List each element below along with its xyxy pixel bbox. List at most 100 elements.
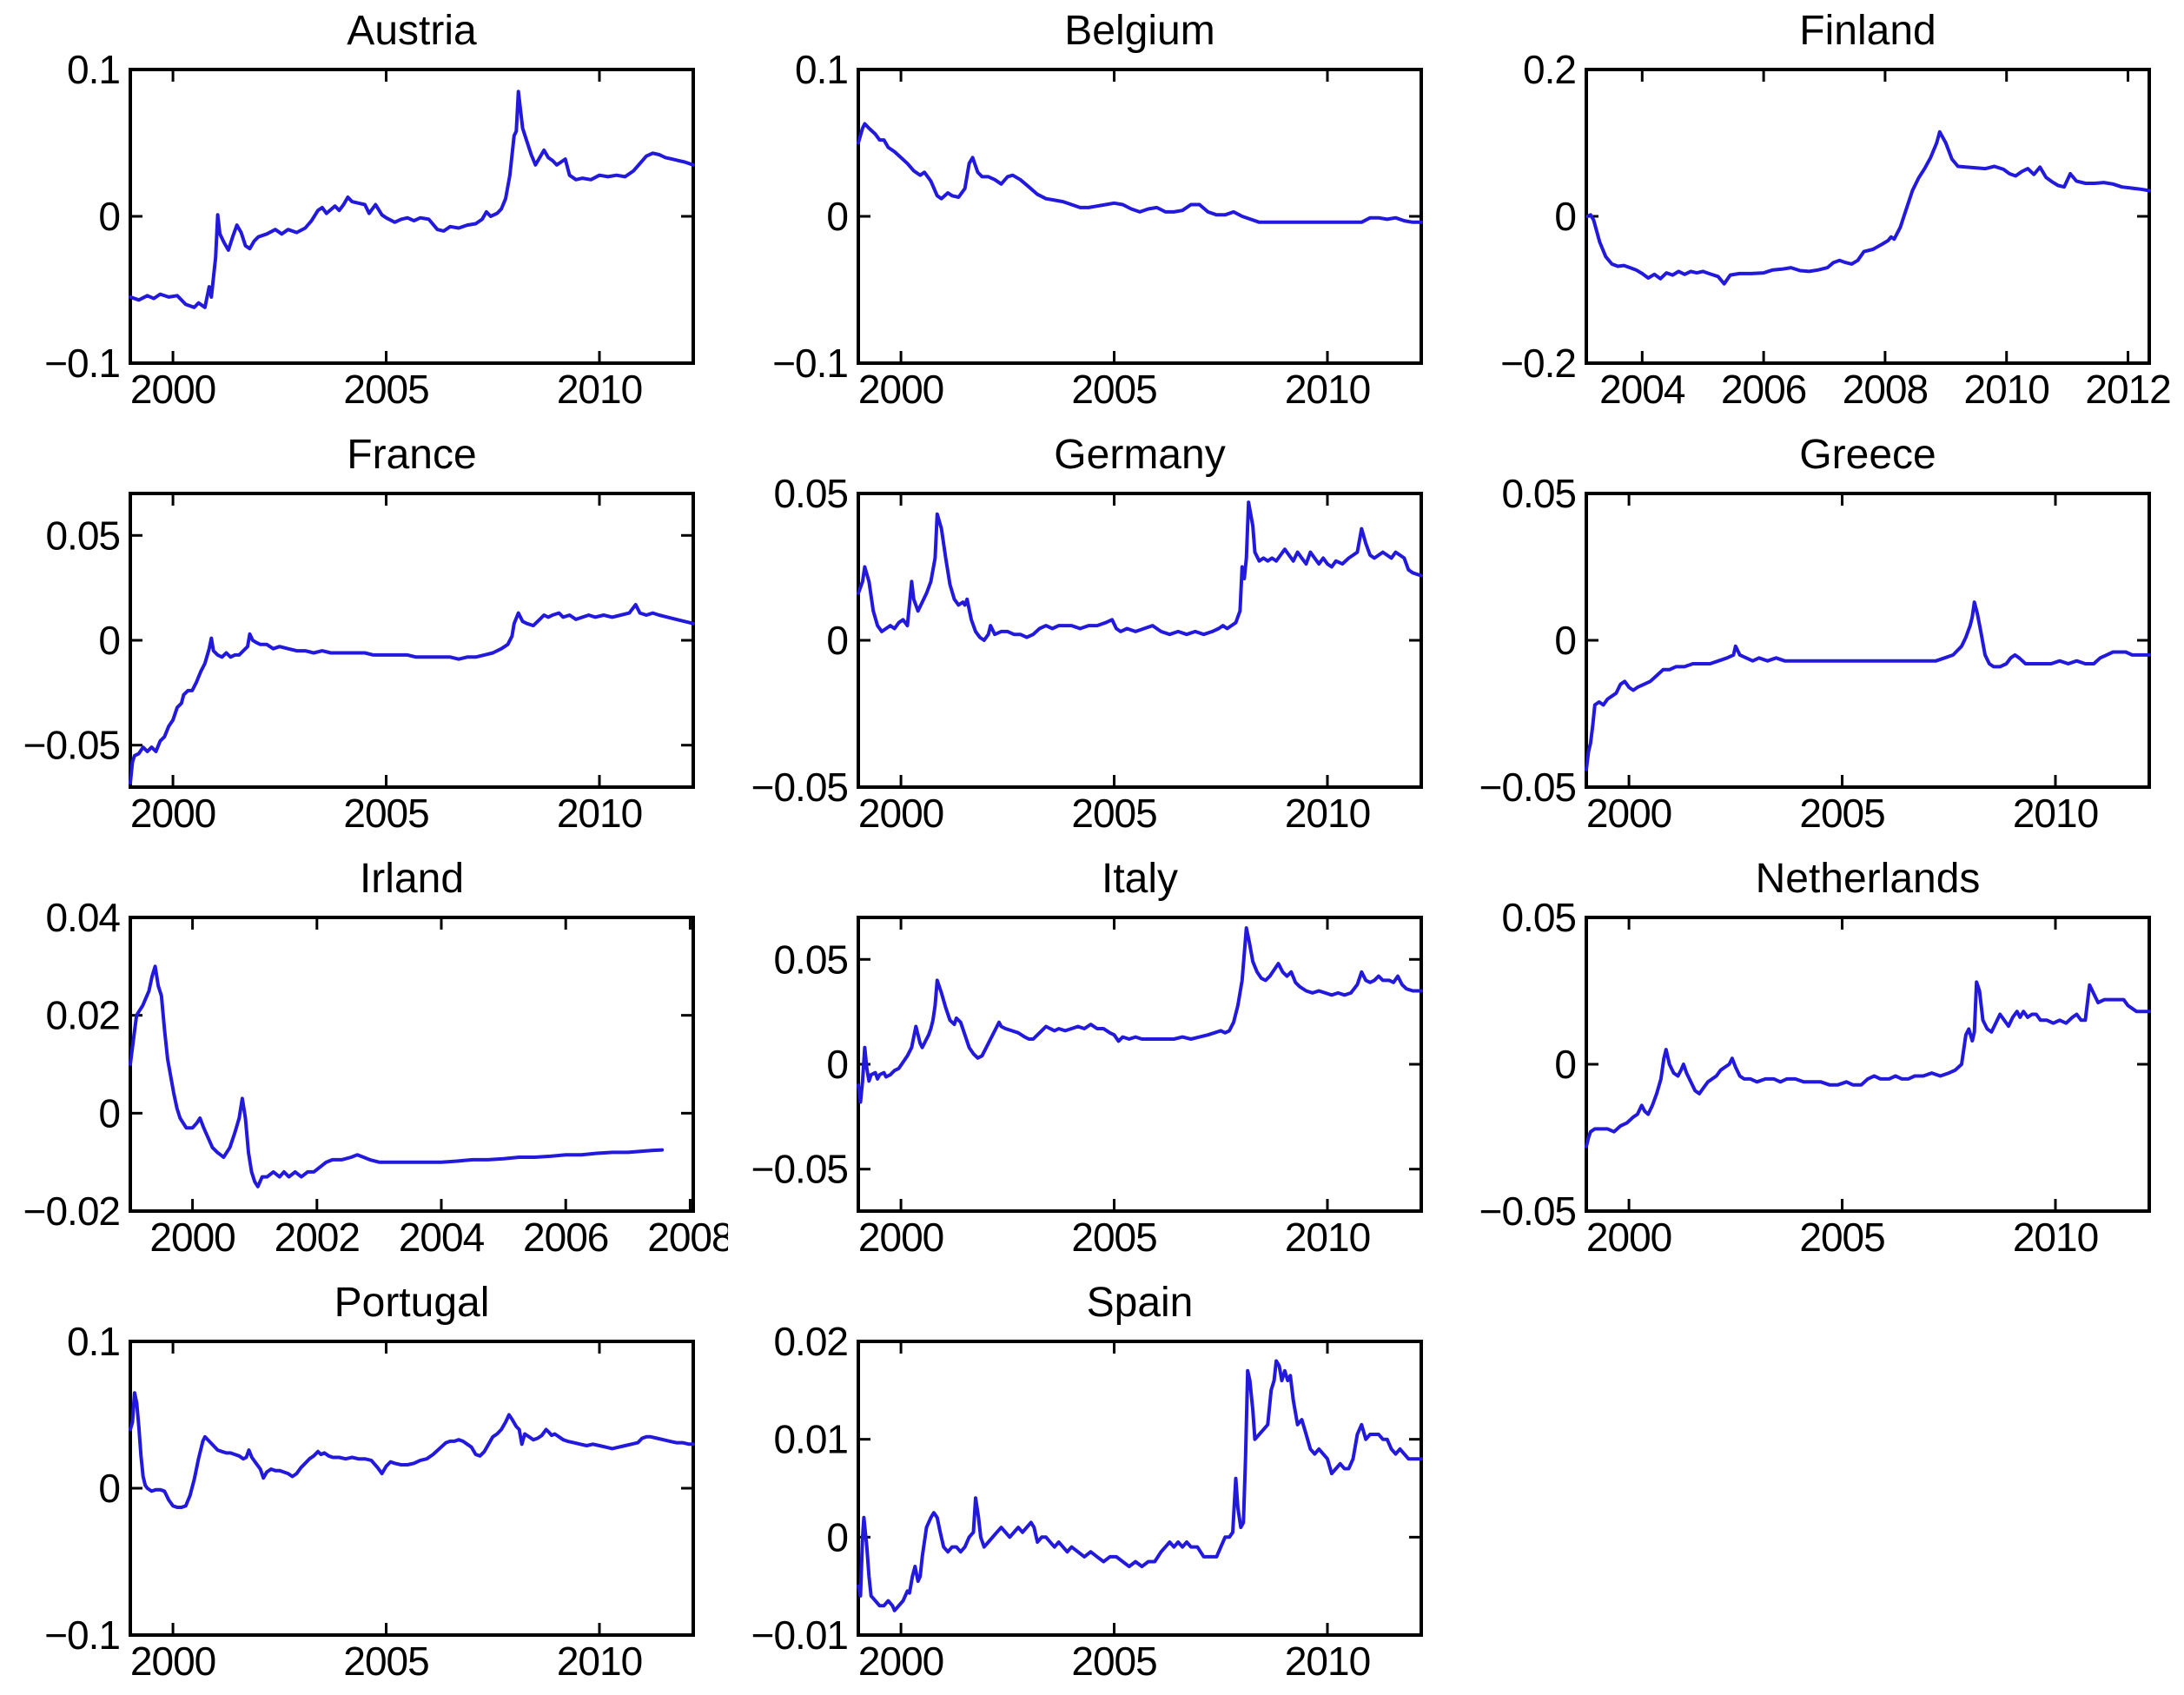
chart-title-belgium: Belgium <box>1064 8 1215 54</box>
svg-text:0.1: 0.1 <box>67 47 120 92</box>
svg-text:0.2: 0.2 <box>1523 47 1576 92</box>
subplot-finland: Finland 2004 2006 2008 2010 2012 0.2 0 −0.2 <box>1456 0 2184 423</box>
chart-title-greece: Greece <box>1799 432 1936 478</box>
line-chart-france: 2000 2005 2010 0.05 0 −0.05 <box>23 492 695 836</box>
svg-text:0: 0 <box>1554 1042 1576 1087</box>
svg-text:2002: 2002 <box>275 1215 360 1260</box>
line-chart-portugal: 2000 2005 2010 0.1 0 −0.1 <box>44 1319 695 1684</box>
svg-text:0: 0 <box>826 194 848 239</box>
line-chart-italy: 2000 2005 2010 0.05 0 −0.05 <box>751 916 1423 1260</box>
svg-text:2010: 2010 <box>557 1639 642 1684</box>
svg-text:2008: 2008 <box>647 1215 728 1260</box>
svg-text:2010: 2010 <box>1285 1215 1370 1260</box>
svg-text:0.02: 0.02 <box>45 993 120 1038</box>
svg-text:0: 0 <box>98 618 120 663</box>
subplot-belgium: Belgium 2000 2005 2010 0.1 0 −0.1 <box>728 0 1456 423</box>
svg-text:2010: 2010 <box>1964 367 2049 412</box>
svg-text:2005: 2005 <box>1071 1639 1156 1684</box>
chart-title-france: France <box>347 432 477 478</box>
subplot-spain: Spain 2000 2005 2010 0.02 0.01 0 −0.01 <box>728 1272 1456 1695</box>
line-chart-greece: 2000 2005 2010 0.05 0 −0.05 <box>1479 471 2151 836</box>
svg-text:0.02: 0.02 <box>773 1319 848 1364</box>
svg-text:0.01: 0.01 <box>773 1417 848 1462</box>
svg-text:2012: 2012 <box>2085 367 2170 412</box>
subplot-austria: Austria 2000 2005 2010 0.1 0 −0.1 <box>0 0 728 423</box>
svg-text:2010: 2010 <box>1285 1639 1370 1684</box>
svg-text:0.1: 0.1 <box>67 1319 120 1364</box>
svg-text:2005: 2005 <box>1799 1215 1884 1260</box>
svg-text:2010: 2010 <box>2013 791 2098 836</box>
svg-text:−0.05: −0.05 <box>1479 1188 1576 1234</box>
svg-text:0.05: 0.05 <box>773 937 848 982</box>
empty-cell <box>1456 1272 2184 1695</box>
svg-text:2000: 2000 <box>858 367 943 412</box>
svg-text:0.05: 0.05 <box>1501 471 1576 516</box>
svg-text:2005: 2005 <box>343 1639 428 1684</box>
svg-text:−0.05: −0.05 <box>23 723 120 768</box>
svg-text:2000: 2000 <box>1586 791 1671 836</box>
svg-text:2010: 2010 <box>557 791 642 836</box>
svg-text:−0.2: −0.2 <box>1500 341 1576 386</box>
svg-text:0: 0 <box>826 1514 848 1559</box>
svg-text:0.05: 0.05 <box>1501 895 1576 940</box>
svg-text:−0.1: −0.1 <box>772 341 848 386</box>
svg-text:2006: 2006 <box>1721 367 1806 412</box>
chart-title-spain: Spain <box>1086 1280 1194 1326</box>
chart-title-portugal: Portugal <box>334 1280 490 1326</box>
subplot-france: France 2000 2005 2010 0.05 0 −0.05 <box>0 424 728 847</box>
svg-text:2000: 2000 <box>858 1215 943 1260</box>
svg-text:2000: 2000 <box>858 791 943 836</box>
line-chart-irland: 2000 2002 2004 2006 2008 0.04 0.02 0 −0.02 <box>23 895 728 1260</box>
svg-text:0.04: 0.04 <box>45 895 120 940</box>
svg-text:−0.01: −0.01 <box>751 1612 848 1658</box>
svg-text:0: 0 <box>98 1466 120 1511</box>
svg-text:−0.1: −0.1 <box>44 1612 120 1658</box>
line-chart-finland: 2004 2006 2008 2010 2012 0.2 0 −0.2 <box>1500 47 2172 412</box>
svg-text:2006: 2006 <box>523 1215 608 1260</box>
svg-text:0: 0 <box>1554 194 1576 239</box>
subplot-irland: Irland 2000 2002 2004 2006 2008 0.04 0.02 0 −0.0… <box>0 848 728 1271</box>
svg-text:0.05: 0.05 <box>773 471 848 516</box>
chart-title-germany: Germany <box>1054 432 1226 478</box>
chart-title-finland: Finland <box>1799 8 1936 54</box>
svg-text:2008: 2008 <box>1843 367 1928 412</box>
chart-title-italy: Italy <box>1101 856 1179 902</box>
svg-text:2010: 2010 <box>557 367 642 412</box>
svg-text:2000: 2000 <box>1586 1215 1671 1260</box>
svg-text:2005: 2005 <box>1071 367 1156 412</box>
chart-title-netherlands: Netherlands <box>1755 856 1981 902</box>
subplot-netherlands: Netherlands 2000 2005 2010 0.05 0 −0.05 <box>1456 848 2184 1271</box>
svg-text:2000: 2000 <box>130 1639 215 1684</box>
svg-text:0.05: 0.05 <box>45 513 120 558</box>
chart-title-austria: Austria <box>347 8 477 54</box>
svg-text:2010: 2010 <box>2013 1215 2098 1260</box>
line-chart-netherlands: 2000 2005 2010 0.05 0 −0.05 <box>1479 895 2151 1260</box>
svg-text:−0.05: −0.05 <box>751 765 848 810</box>
line-chart-belgium: 2000 2005 2010 0.1 0 −0.1 <box>772 47 1423 412</box>
line-chart-austria: 2000 2005 2010 0.1 0 −0.1 <box>44 47 695 412</box>
svg-text:0: 0 <box>826 1042 848 1087</box>
svg-text:0: 0 <box>98 194 120 239</box>
subplot-italy: Italy 2000 2005 2010 0.05 0 −0.05 <box>728 848 1456 1271</box>
svg-text:2005: 2005 <box>1071 1215 1156 1260</box>
svg-text:2005: 2005 <box>343 791 428 836</box>
svg-text:0.1: 0.1 <box>795 47 848 92</box>
line-chart-germany: 2000 2005 2010 0.05 0 −0.05 <box>751 471 1423 836</box>
svg-text:2005: 2005 <box>1799 791 1884 836</box>
svg-text:2004: 2004 <box>1599 367 1685 412</box>
svg-text:−0.05: −0.05 <box>751 1147 848 1192</box>
svg-text:−0.05: −0.05 <box>1479 765 1576 810</box>
svg-text:−0.1: −0.1 <box>44 341 120 386</box>
svg-text:2004: 2004 <box>399 1215 485 1260</box>
svg-text:2005: 2005 <box>1071 791 1156 836</box>
subplot-portugal: Portugal 2000 2005 2010 0.1 0 −0.1 <box>0 1272 728 1695</box>
subplot-greece: Greece 2000 2005 2010 0.05 0 −0.05 <box>1456 424 2184 847</box>
svg-text:0: 0 <box>826 618 848 663</box>
svg-text:2005: 2005 <box>343 367 428 412</box>
chart-title-irland: Irland <box>359 856 465 902</box>
svg-text:2010: 2010 <box>1285 367 1370 412</box>
svg-text:−0.02: −0.02 <box>23 1188 120 1234</box>
line-chart-spain: 2000 2005 2010 0.02 0.01 0 −0.01 <box>751 1319 1423 1684</box>
svg-text:2000: 2000 <box>130 791 215 836</box>
